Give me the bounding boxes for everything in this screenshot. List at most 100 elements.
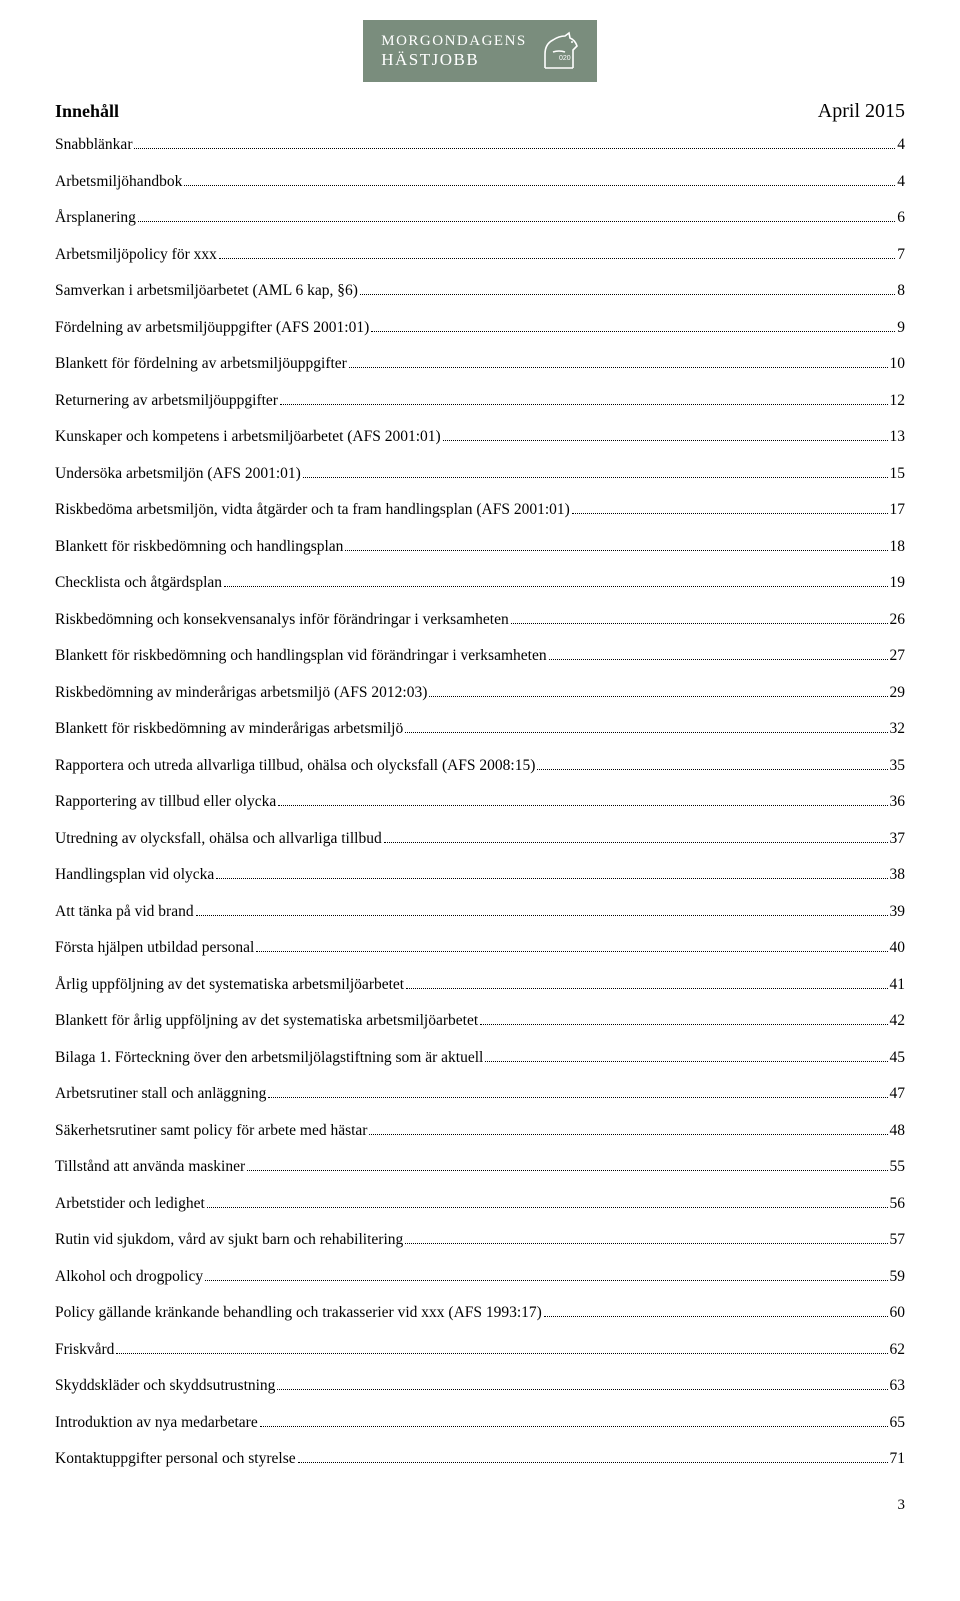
toc-leader-dots bbox=[219, 258, 895, 259]
toc-entry-label: Friskvård bbox=[55, 1342, 114, 1358]
toc-entry[interactable]: Första hjälpen utbildad personal40 bbox=[55, 940, 905, 956]
toc-entry-page: 36 bbox=[890, 794, 906, 810]
toc-entry-page: 45 bbox=[890, 1050, 906, 1066]
toc-entry[interactable]: Policy gällande kränkande behandling och… bbox=[55, 1305, 905, 1321]
toc-leader-dots bbox=[256, 951, 887, 952]
toc-entry[interactable]: Kontaktuppgifter personal och styrelse71 bbox=[55, 1451, 905, 1467]
toc-entry-label: Att tänka på vid brand bbox=[55, 904, 194, 920]
toc-entry-label: Skyddskläder och skyddsutrustning bbox=[55, 1378, 275, 1394]
toc-leader-dots bbox=[480, 1024, 887, 1025]
toc-entry[interactable]: Fördelning av arbetsmiljöuppgifter (AFS … bbox=[55, 320, 905, 336]
toc-entry-page: 48 bbox=[890, 1123, 906, 1139]
toc-entry-label: Arbetsrutiner stall och anläggning bbox=[55, 1086, 266, 1102]
page-number: 3 bbox=[55, 1497, 905, 1514]
toc-entry-label: Blankett för riskbedömning av minderårig… bbox=[55, 721, 403, 737]
toc-leader-dots bbox=[369, 1134, 887, 1135]
toc-leader-dots bbox=[572, 513, 888, 514]
toc-entry[interactable]: Kunskaper och kompetens i arbetsmiljöarb… bbox=[55, 429, 905, 445]
toc-entry-page: 32 bbox=[890, 721, 906, 737]
toc-entry-page: 40 bbox=[890, 940, 906, 956]
toc-entry-label: Rapportera och utreda allvarliga tillbud… bbox=[55, 758, 535, 774]
toc-entry-page: 12 bbox=[890, 393, 906, 409]
toc-entry-label: Blankett för fördelning av arbetsmiljöup… bbox=[55, 356, 347, 372]
toc-leader-dots bbox=[138, 221, 895, 222]
toc-entry[interactable]: Friskvård62 bbox=[55, 1342, 905, 1358]
toc-leader-dots bbox=[345, 550, 887, 551]
toc-leader-dots bbox=[280, 404, 888, 405]
toc-leader-dots bbox=[349, 367, 888, 368]
toc-list: Snabblänkar4 Arbetsmiljöhandbok4 Årsplaner… bbox=[55, 137, 905, 1467]
toc-entry-page: 8 bbox=[897, 283, 905, 299]
toc-entry-page: 60 bbox=[890, 1305, 906, 1321]
toc-entry-label: Fördelning av arbetsmiljöuppgifter (AFS … bbox=[55, 320, 369, 336]
toc-entry[interactable]: Introduktion av nya medarbetare65 bbox=[55, 1415, 905, 1431]
toc-entry-label: Årsplanering bbox=[55, 210, 136, 226]
toc-leader-dots bbox=[360, 294, 895, 295]
toc-entry-page: 29 bbox=[890, 685, 906, 701]
toc-entry-label: Riskbedömning och konsekvensanalys inför… bbox=[55, 612, 509, 628]
toc-leader-dots bbox=[511, 623, 888, 624]
toc-entry[interactable]: Blankett för fördelning av arbetsmiljöup… bbox=[55, 356, 905, 372]
toc-entry-label: Säkerhetsrutiner samt policy för arbete … bbox=[55, 1123, 367, 1139]
toc-entry-label: Riskbedöma arbetsmiljön, vidta åtgärder … bbox=[55, 502, 570, 518]
toc-entry-page: 18 bbox=[890, 539, 906, 555]
toc-entry[interactable]: Checklista och åtgärdsplan19 bbox=[55, 575, 905, 591]
toc-entry[interactable]: Rutin vid sjukdom, vård av sjukt barn oc… bbox=[55, 1232, 905, 1248]
toc-entry-label: Alkohol och drogpolicy bbox=[55, 1269, 203, 1285]
toc-entry[interactable]: Blankett för årlig uppföljning av det sy… bbox=[55, 1013, 905, 1029]
toc-entry[interactable]: Utredning av olycksfall, ohälsa och allv… bbox=[55, 831, 905, 847]
toc-leader-dots bbox=[298, 1462, 888, 1463]
toc-entry-page: 35 bbox=[890, 758, 906, 774]
toc-entry[interactable]: Skyddskläder och skyddsutrustning 63 bbox=[55, 1378, 905, 1394]
toc-leader-dots bbox=[303, 477, 888, 478]
toc-leader-dots bbox=[405, 732, 887, 733]
toc-entry[interactable]: Riskbedöma arbetsmiljön, vidta åtgärder … bbox=[55, 502, 905, 518]
toc-entry-page: 9 bbox=[897, 320, 905, 336]
toc-entry-label: Handlingsplan vid olycka bbox=[55, 867, 214, 883]
toc-entry-label: Introduktion av nya medarbetare bbox=[55, 1415, 258, 1431]
toc-entry[interactable]: Rapportera och utreda allvarliga tillbud… bbox=[55, 758, 905, 774]
toc-entry-label: Rutin vid sjukdom, vård av sjukt barn oc… bbox=[55, 1232, 403, 1248]
toc-entry-page: 17 bbox=[890, 502, 906, 518]
toc-entry[interactable]: Samverkan i arbetsmiljöarbetet (AML 6 ka… bbox=[55, 283, 905, 299]
logo-line1: MORGONDAGENS bbox=[381, 32, 527, 50]
toc-entry[interactable]: Att tänka på vid brand39 bbox=[55, 904, 905, 920]
toc-entry[interactable]: Handlingsplan vid olycka 38 bbox=[55, 867, 905, 883]
toc-entry-label: Utredning av olycksfall, ohälsa och allv… bbox=[55, 831, 382, 847]
toc-leader-dots bbox=[260, 1426, 888, 1427]
toc-entry[interactable]: Returnering av arbetsmiljöuppgifter12 bbox=[55, 393, 905, 409]
toc-entry[interactable]: Årsplanering6 bbox=[55, 210, 905, 226]
toc-entry[interactable]: Arbetsrutiner stall och anläggning47 bbox=[55, 1086, 905, 1102]
horse-icon: 020 bbox=[539, 30, 583, 72]
toc-entry[interactable]: Arbetstider och ledighet56 bbox=[55, 1196, 905, 1212]
logo-box: MORGONDAGENS HÄSTJOBB 020 bbox=[363, 20, 597, 82]
toc-entry-page: 37 bbox=[890, 831, 906, 847]
toc-entry-page: 15 bbox=[890, 466, 906, 482]
toc-entry-page: 19 bbox=[890, 575, 906, 591]
toc-entry[interactable]: Arbetsmiljöhandbok4 bbox=[55, 174, 905, 190]
toc-entry-page: 56 bbox=[890, 1196, 906, 1212]
toc-entry[interactable]: Tillstånd att använda maskiner55 bbox=[55, 1159, 905, 1175]
toc-entry[interactable]: Snabblänkar4 bbox=[55, 137, 905, 153]
toc-entry[interactable]: Arbetsmiljöpolicy för xxx7 bbox=[55, 247, 905, 263]
toc-entry[interactable]: Säkerhetsrutiner samt policy för arbete … bbox=[55, 1123, 905, 1139]
toc-entry-page: 38 bbox=[890, 867, 906, 883]
toc-leader-dots bbox=[205, 1280, 887, 1281]
toc-entry[interactable]: Årlig uppföljning av det systematiska ar… bbox=[55, 977, 905, 993]
toc-entry[interactable]: Alkohol och drogpolicy59 bbox=[55, 1269, 905, 1285]
toc-entry[interactable]: Blankett för riskbedömning av minderårig… bbox=[55, 721, 905, 737]
toc-entry[interactable]: Riskbedömning och konsekvensanalys inför… bbox=[55, 612, 905, 628]
toc-entry-page: 63 bbox=[890, 1378, 906, 1394]
toc-entry[interactable]: Blankett för riskbedömning och handlings… bbox=[55, 648, 905, 664]
toc-leader-dots bbox=[544, 1316, 888, 1317]
toc-entry[interactable]: Riskbedömning av minderårigas arbetsmilj… bbox=[55, 685, 905, 701]
toc-entry[interactable]: Rapportering av tillbud eller olycka 36 bbox=[55, 794, 905, 810]
toc-leader-dots bbox=[116, 1353, 887, 1354]
toc-entry-label: Rapportering av tillbud eller olycka bbox=[55, 794, 276, 810]
logo-container: MORGONDAGENS HÄSTJOBB 020 bbox=[55, 20, 905, 82]
toc-entry[interactable]: Undersöka arbetsmiljön (AFS 2001:01)15 bbox=[55, 466, 905, 482]
toc-entry-label: Arbetsmiljöpolicy för xxx bbox=[55, 247, 217, 263]
toc-leader-dots bbox=[184, 185, 895, 186]
toc-entry[interactable]: Bilaga 1. Förteckning över den arbetsmil… bbox=[55, 1050, 905, 1066]
toc-entry[interactable]: Blankett för riskbedömning och handlings… bbox=[55, 539, 905, 555]
